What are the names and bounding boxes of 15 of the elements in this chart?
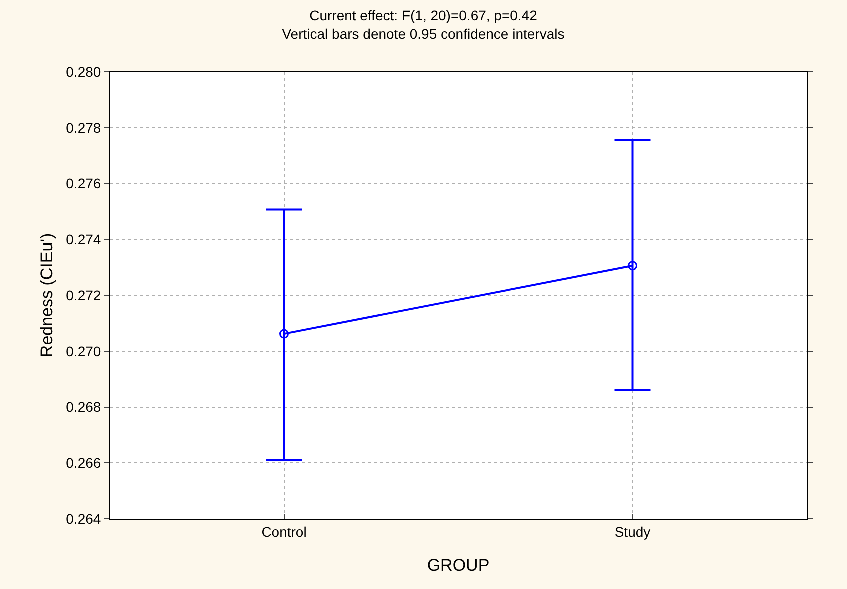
- x-tick-label: Study: [614, 524, 651, 540]
- y-tick-label: 0.276: [66, 176, 102, 192]
- y-axis-title: Redness (CIEu'): [38, 233, 57, 358]
- chart-subtitle: Vertical bars denote 0.95 confidence intervals: [282, 26, 565, 42]
- x-tick-label: Control: [262, 524, 307, 540]
- x-axis-title: GROUP: [427, 556, 490, 576]
- chart-title: Current effect: F(1, 20)=0.67, p=0.42: [310, 8, 538, 24]
- y-tick-label: 0.268: [66, 399, 102, 416]
- y-tick-label: 0.270: [66, 343, 102, 360]
- y-tick-label: 0.280: [66, 64, 102, 80]
- y-tick-label: 0.274: [66, 232, 102, 248]
- y-tick-label: 0.266: [66, 455, 102, 472]
- y-tick-label: 0.272: [66, 287, 102, 304]
- y-tick-label: 0.278: [66, 120, 102, 136]
- y-tick-label: 0.264: [66, 510, 102, 527]
